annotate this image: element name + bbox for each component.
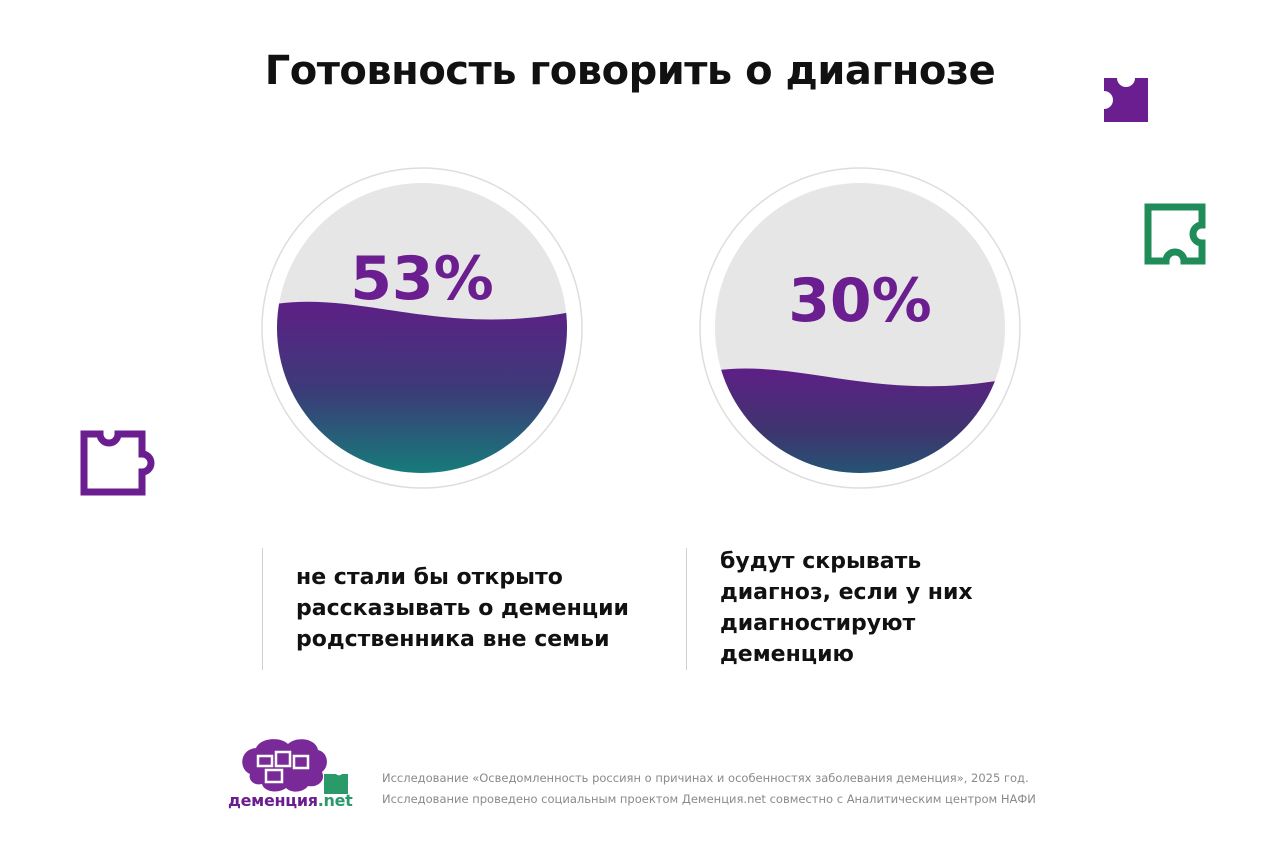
gauge-2-percent: 30% <box>788 266 932 336</box>
gauge-1-svg: 53% <box>261 167 583 489</box>
logo-name: деменция <box>228 791 318 810</box>
logo-suffix: .net <box>317 791 353 810</box>
logo-text: деменция.net <box>228 791 353 810</box>
logo-icon <box>242 739 348 794</box>
puzzle-piece-icon <box>1104 78 1148 122</box>
caption-block-2: будут скрывать диагноз, если у них диагн… <box>686 548 1007 670</box>
caption-1-text: не стали бы открыто рассказывать о демен… <box>296 565 629 652</box>
source-note: Исследование «Осведомленность россиян о … <box>382 768 1036 810</box>
caption-2-text: будут скрывать диагноз, если у них диагн… <box>720 549 973 667</box>
gauge-2: 30% <box>699 167 1021 489</box>
puzzle-outline-icon <box>1144 203 1206 265</box>
gauge-1-fill <box>277 301 567 473</box>
puzzle-outline-left-icon <box>80 430 155 496</box>
source-line-2: Исследование проведено социальным проект… <box>382 792 1036 806</box>
caption-block-1: не стали бы открыто рассказывать о демен… <box>262 548 663 670</box>
page-title: Готовность говорить о диагнозе <box>264 48 996 94</box>
source-line-1: Исследование «Осведомленность россиян о … <box>382 771 1029 785</box>
gauge-1: 53% <box>261 167 583 489</box>
gauge-2-svg: 30% <box>699 167 1021 489</box>
gauge-1-percent: 53% <box>350 244 494 314</box>
